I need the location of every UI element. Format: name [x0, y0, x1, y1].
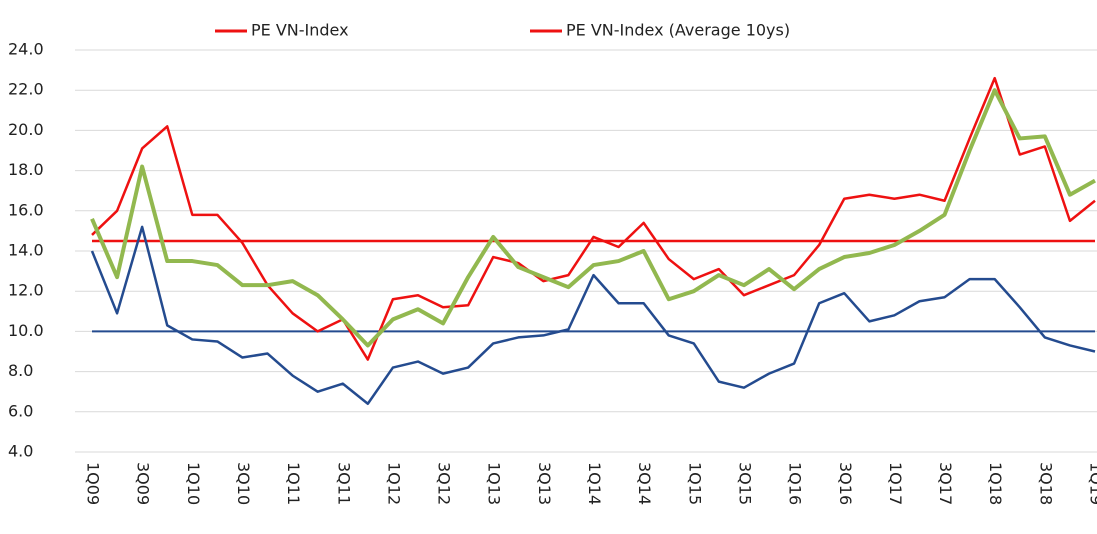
x-tick-label: 1Q16: [786, 462, 805, 505]
series-line: [90, 88, 1096, 348]
x-tick-label: 3Q10: [234, 462, 253, 505]
x-tick-label: 3Q16: [836, 462, 855, 505]
y-tick-label: 16.0: [8, 200, 44, 219]
x-tick-label: 1Q09: [84, 462, 103, 505]
y-tick-label: 20.0: [8, 120, 44, 139]
y-tick-label: 8.0: [8, 361, 33, 380]
x-tick-label: 1Q15: [685, 462, 704, 505]
x-tick-label: 1Q17: [886, 462, 905, 505]
x-tick-label: 3Q11: [334, 462, 353, 505]
series-line: [91, 76, 1096, 361]
x-tick-label: 1Q11: [284, 462, 303, 505]
x-tick-label: 3Q14: [635, 462, 654, 505]
legend-label: PE VN-Index (Average 10ys): [566, 21, 790, 40]
y-tick-label: 24.0: [8, 40, 44, 59]
x-tick-label: 1Q13: [485, 462, 504, 505]
y-tick-label: 12.0: [8, 281, 44, 300]
y-tick-label: 6.0: [8, 401, 33, 420]
x-tick-label: 3Q18: [1036, 462, 1055, 505]
x-tick-label: 1Q18: [986, 462, 1005, 505]
y-tick-label: 4.0: [8, 442, 33, 461]
x-tick-label: 3Q17: [936, 462, 955, 505]
x-tick-label: 1Q10: [184, 462, 203, 505]
x-tick-label: 1Q12: [384, 462, 403, 505]
x-tick-label: 1Q19: [1087, 462, 1097, 505]
x-tick-label: 3Q15: [735, 462, 754, 505]
series-line: [90, 225, 1096, 406]
y-tick-label: 22.0: [8, 80, 44, 99]
y-tick-label: 14.0: [8, 241, 44, 260]
y-tick-label: 18.0: [8, 160, 44, 179]
x-tick-label: 1Q14: [585, 462, 604, 505]
x-tick-label: 3Q13: [535, 462, 554, 505]
y-tick-label: 10.0: [8, 321, 44, 340]
legend-label: PE VN-Index: [251, 21, 349, 40]
x-tick-label: 3Q09: [134, 462, 153, 505]
x-tick-label: 3Q12: [435, 462, 454, 505]
